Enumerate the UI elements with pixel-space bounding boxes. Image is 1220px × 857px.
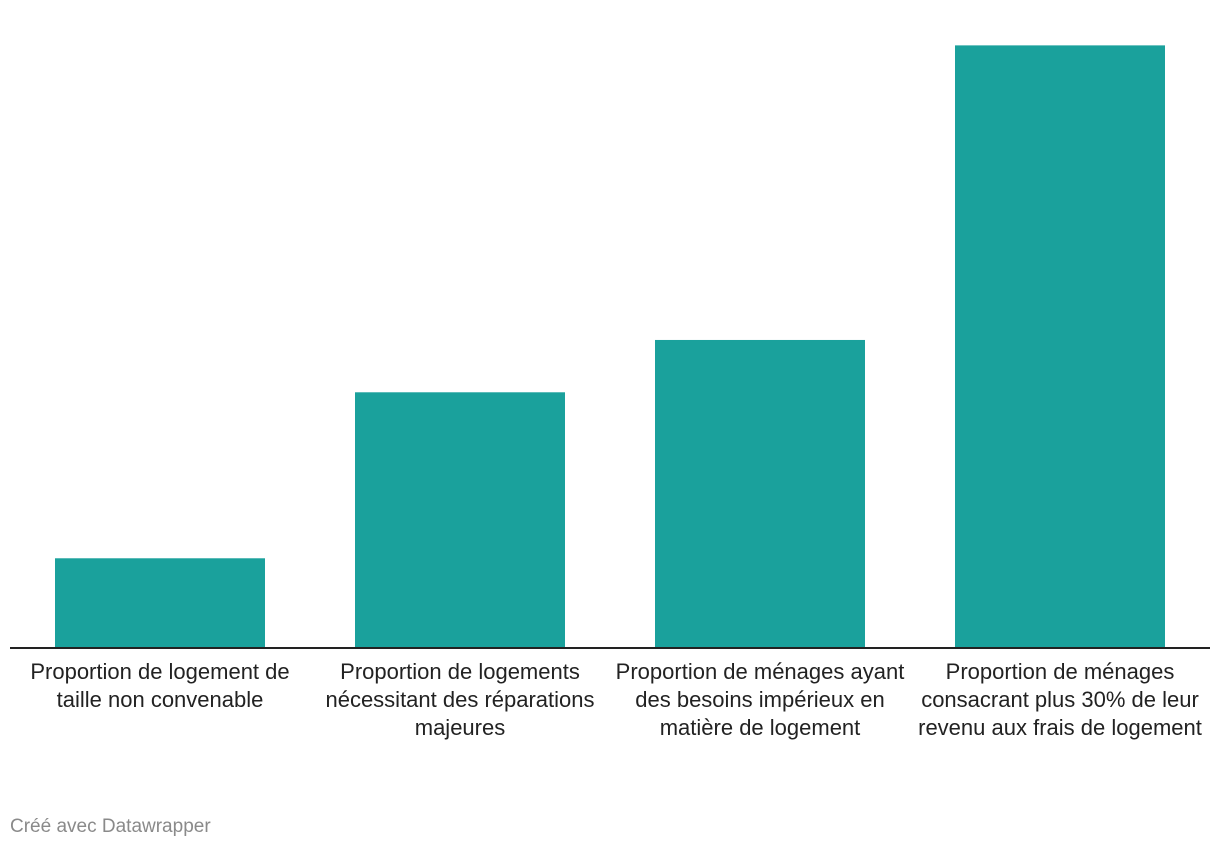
- category-label: Proportion de ménages consacrant plus 30…: [918, 659, 1202, 740]
- bar-4: [955, 45, 1165, 649]
- bar-2: [355, 392, 565, 648]
- category-label: Proportion de logement de taille non con…: [30, 659, 290, 712]
- category-label: Proportion de ménages ayant des besoins …: [615, 659, 905, 740]
- category-label: Proportion de logements nécessitant des …: [325, 659, 595, 740]
- bar-3: [655, 339, 865, 648]
- footer-credit: Créé avec Datawrapper: [10, 816, 211, 837]
- bar-1: [55, 558, 265, 648]
